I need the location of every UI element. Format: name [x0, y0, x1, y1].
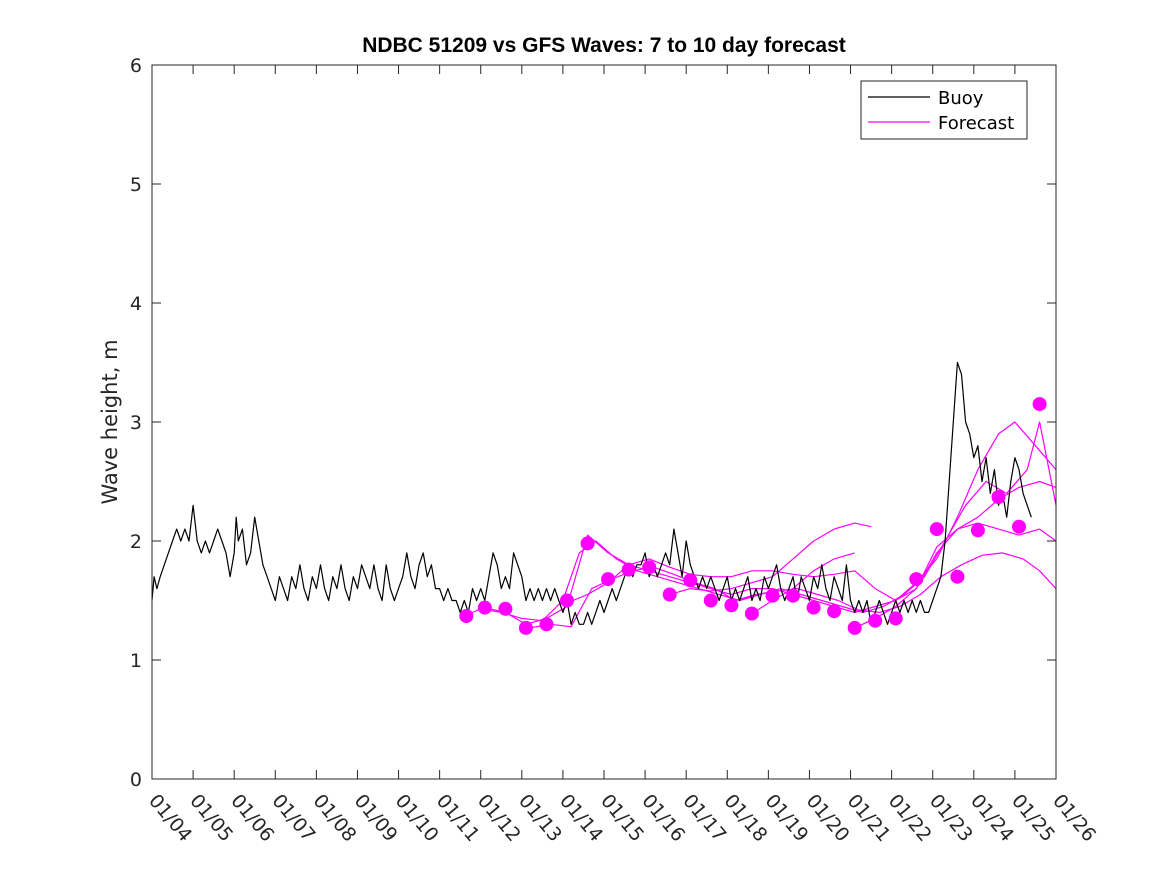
forecast-marker-12: [703, 593, 718, 608]
y-tick-label: 3: [130, 412, 142, 434]
forecast-series-line-7: [854, 522, 1057, 629]
forecast-marker-24: [950, 569, 965, 584]
y-tick-label: 1: [130, 650, 142, 672]
forecast-marker-6: [580, 536, 595, 551]
forecast-marker-8: [621, 562, 636, 577]
forecast-marker-9: [642, 560, 657, 575]
y-tick-label: 4: [130, 293, 142, 315]
forecast-marker-7: [601, 572, 616, 587]
forecast-marker-26: [991, 490, 1006, 504]
forecast-marker-5: [560, 593, 574, 608]
forecast-marker-0: [459, 609, 474, 623]
y-tick-label: 5: [130, 174, 142, 196]
forecast-marker-3: [518, 620, 533, 635]
forecast-marker-23: [929, 522, 944, 537]
forecast-marker-17: [806, 600, 821, 615]
forecast-marker-10: [662, 587, 677, 602]
forecast-marker-22: [909, 572, 924, 587]
forecast-marker-13: [724, 598, 739, 613]
plot-area: [152, 65, 1056, 779]
forecast-series-line-3: [529, 552, 1057, 629]
chart-title: NDBC 51209 vs GFS Waves: 7 to 10 day for…: [362, 34, 846, 57]
forecast-marker-11: [683, 573, 698, 588]
legend-buoy-label: Buoy: [938, 88, 984, 109]
y-axis-label: Wave height, m: [98, 339, 122, 504]
legend-forecast-label: Forecast: [938, 113, 1014, 134]
forecast-marker-25: [970, 523, 985, 538]
forecast-marker-14: [744, 606, 759, 621]
forecast-marker-16: [786, 588, 800, 603]
forecast-marker-18: [827, 604, 842, 619]
legend-box: [860, 80, 1028, 140]
forecast-marker-4: [539, 617, 554, 632]
forecast-marker-20: [868, 613, 883, 628]
buoy-series-line: [151, 361, 1032, 625]
forecast-marker-15: [765, 588, 780, 603]
forecast-markers: [459, 397, 1047, 635]
forecast-marker-2: [498, 601, 513, 616]
y-tick-label: 0: [130, 769, 142, 791]
forecast-marker-19: [847, 620, 862, 635]
forecast-marker-21: [888, 611, 903, 626]
forecast-marker-28: [1032, 397, 1047, 412]
forecast-series-line-2: [484, 421, 1057, 625]
y-tick-label: 2: [130, 531, 142, 553]
y-tick-label: 6: [130, 55, 142, 77]
forecast-marker-27: [1012, 519, 1026, 534]
forecast-marker-1: [477, 600, 492, 615]
legend: Buoy Forecast: [860, 80, 1028, 140]
forecast-series-line-6: [751, 552, 855, 615]
